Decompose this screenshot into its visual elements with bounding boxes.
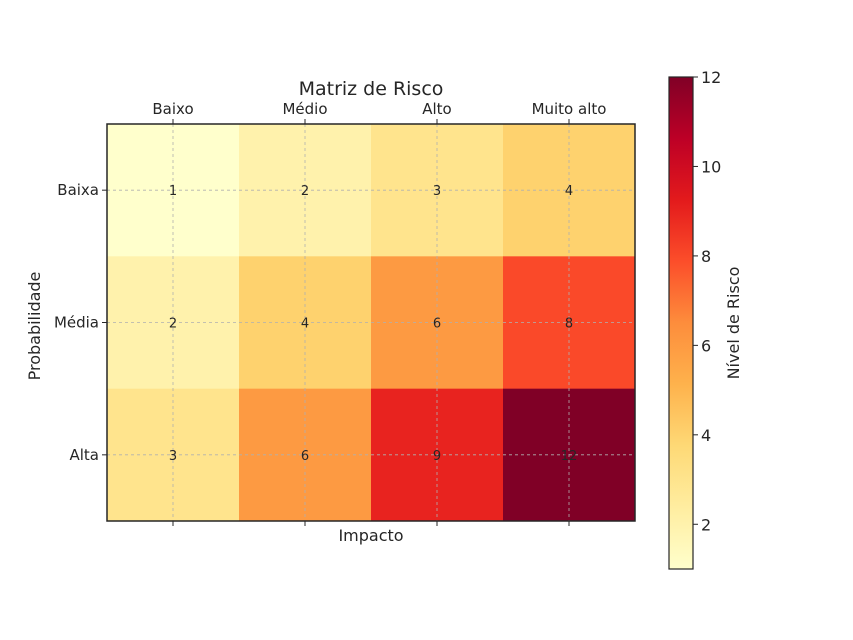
colorbar-tick-label: 6 [701, 336, 711, 355]
colorbar-label: Nível de Risco [724, 267, 743, 380]
colorbar-tick-label: 12 [701, 68, 721, 87]
y-tick-label: Baixa [57, 181, 99, 199]
x-tick-label: Alto [422, 100, 452, 118]
x-tick-label: Médio [282, 100, 327, 118]
cell-value-label: 9 [433, 449, 441, 464]
cell-value-label: 2 [169, 317, 177, 332]
y-axis-label: Probabilidade [25, 272, 44, 381]
cell-value-label: 3 [169, 449, 177, 464]
colorbar-tick-label: 8 [701, 247, 711, 266]
chart-title: Matriz de Risco [299, 78, 444, 100]
y-tick-label: Média [54, 314, 99, 332]
cell-value-label: 1 [169, 184, 177, 199]
colorbar-tick-label: 2 [701, 515, 711, 534]
cell-value-label: 4 [565, 184, 573, 199]
cell-value-label: 12 [561, 449, 578, 464]
colorbar [668, 76, 694, 570]
cell-value-label: 6 [433, 317, 441, 332]
colorbar-tick-label: 4 [701, 426, 711, 445]
y-tick-label: Alta [69, 446, 99, 464]
x-axis-label: Impacto [338, 526, 403, 545]
colorbar-tick-label: 10 [701, 157, 721, 176]
cell-value-label: 8 [565, 317, 573, 332]
cell-value-label: 2 [301, 184, 309, 199]
x-tick-label: Muito alto [532, 100, 607, 118]
x-tick-label: Baixo [152, 100, 193, 118]
cell-value-label: 6 [301, 449, 309, 464]
cell-value-label: 3 [433, 184, 441, 199]
cell-value-label: 4 [301, 317, 309, 332]
